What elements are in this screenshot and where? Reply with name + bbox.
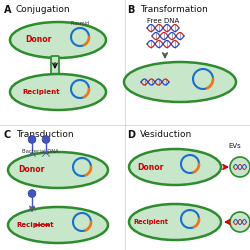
Text: Vesiduction: Vesiduction [140, 130, 192, 139]
Text: Transduction: Transduction [16, 130, 74, 139]
Text: Donor: Donor [18, 166, 44, 174]
Text: Bacterial DNA: Bacterial DNA [22, 149, 59, 154]
Text: Donor: Donor [25, 36, 52, 44]
Circle shape [42, 136, 50, 143]
Ellipse shape [10, 22, 106, 58]
Text: Free DNA: Free DNA [147, 18, 179, 24]
Text: Recipient: Recipient [16, 222, 54, 228]
Text: Donor: Donor [137, 162, 164, 172]
Text: Recipient: Recipient [22, 89, 60, 95]
Circle shape [230, 157, 250, 177]
Circle shape [230, 212, 250, 232]
Circle shape [28, 136, 36, 143]
Text: Transformation: Transformation [140, 5, 208, 14]
Text: Plasmid: Plasmid [70, 21, 90, 26]
Text: C: C [4, 130, 11, 140]
Circle shape [28, 190, 36, 197]
Ellipse shape [10, 74, 106, 110]
Text: EVs: EVs [228, 143, 241, 149]
FancyBboxPatch shape [51, 56, 59, 76]
Text: D: D [127, 130, 135, 140]
Text: Conjugation: Conjugation [16, 5, 71, 14]
Ellipse shape [129, 149, 221, 185]
Text: A: A [4, 5, 12, 15]
Ellipse shape [8, 152, 108, 188]
Text: Recipient: Recipient [133, 219, 168, 225]
Ellipse shape [124, 62, 236, 102]
Ellipse shape [8, 207, 108, 243]
Text: B: B [127, 5, 134, 15]
Ellipse shape [129, 204, 221, 240]
